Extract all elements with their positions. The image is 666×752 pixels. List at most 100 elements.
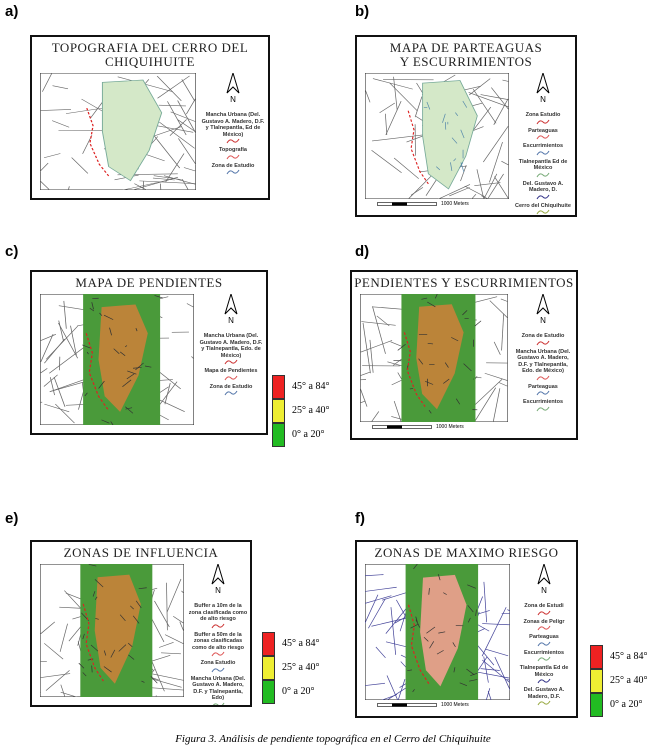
- legend-text: Buffer a 10m de la zona clasificada como…: [188, 603, 248, 622]
- legend-text: Zona de Estudi: [524, 603, 564, 609]
- scale-bar: [372, 425, 432, 429]
- scale-swatch: [272, 375, 285, 399]
- north-label: N: [215, 586, 221, 595]
- street: [386, 675, 399, 700]
- stream: [426, 101, 431, 110]
- steep-zone: [416, 304, 464, 410]
- street: [449, 187, 470, 197]
- legend-symbol: [536, 209, 550, 215]
- street: [484, 372, 508, 382]
- contour: [141, 680, 145, 683]
- contour: [138, 587, 147, 590]
- legend-symbol: [536, 119, 550, 124]
- street: [385, 100, 402, 136]
- legend-line: [536, 209, 550, 215]
- map-frame: MAPA DE PARTEAGUAS Y ESCURRIMIENTOS N Zona …: [355, 35, 577, 217]
- title-line: ZONAS DE INFLUENCIA: [63, 545, 219, 560]
- street: [152, 177, 175, 181]
- map-frame: ZONAS DE INFLUENCIA N Buffer a 10m de la z…: [30, 540, 252, 707]
- legend-text: Mancha Urbana (Del. Gustavo A. Madero, D…: [190, 675, 246, 702]
- street: [60, 684, 66, 697]
- contour: [86, 351, 89, 355]
- legend-line: [211, 667, 225, 672]
- legend-line: [536, 134, 550, 140]
- street: [40, 109, 72, 111]
- legend-line: [211, 623, 225, 628]
- scale-swatch: [272, 399, 285, 423]
- street: [481, 607, 507, 657]
- legend-line: [536, 150, 550, 155]
- contour: [397, 344, 406, 351]
- north-label: N: [228, 316, 234, 325]
- contour: [89, 307, 95, 312]
- contour: [113, 348, 120, 354]
- legend-line: [536, 172, 550, 177]
- legend-symbol: [536, 406, 550, 411]
- contour: [119, 614, 126, 622]
- street: [369, 339, 374, 373]
- contour: [101, 419, 110, 424]
- street: [40, 333, 54, 363]
- street: [501, 160, 509, 166]
- legend: Zona de Estudio Mancha Urbana (Del. Gusta…: [512, 330, 574, 412]
- legend-text: Cerro del Chiquihuite: [515, 202, 571, 209]
- contour: [92, 591, 96, 597]
- legend-symbol: [211, 623, 225, 628]
- contour: [462, 310, 468, 316]
- title-line: MAPA DE PENDIENTES: [75, 275, 223, 290]
- legend-symbol: [224, 375, 238, 380]
- legend-line: [536, 390, 550, 396]
- contour: [88, 564, 97, 567]
- north-arrow: [226, 73, 240, 94]
- contour: [467, 617, 471, 623]
- legend-line: [537, 700, 551, 706]
- study-outline: [403, 332, 426, 407]
- map-title: MAPA DE PARTEAGUAS Y ESCURRIMIENTOS: [357, 41, 575, 69]
- street: [71, 157, 89, 174]
- title-line: MAPA DE PARTEAGUAS: [389, 40, 543, 55]
- street: [52, 85, 69, 90]
- street: [40, 334, 57, 342]
- contour: [451, 337, 459, 342]
- legend-symbol: [211, 667, 225, 672]
- scale-swatch: [590, 693, 603, 717]
- contour: [87, 658, 94, 661]
- panel-label: f): [355, 510, 365, 527]
- scale-label: 45° a 84°: [282, 638, 320, 649]
- street: [370, 411, 380, 422]
- legend-text: Parteaguas: [528, 127, 558, 134]
- street: [169, 119, 187, 136]
- legend-line: [226, 138, 240, 144]
- map-title: TOPOGRAFIA DEL CERRO DEL CHIQUIHUITE: [32, 41, 268, 69]
- contour: [407, 669, 413, 672]
- street: [163, 175, 196, 185]
- scale-label: 45° a 84°: [292, 381, 330, 392]
- legend-symbol: [226, 138, 240, 144]
- contour: [95, 618, 99, 620]
- street: [142, 181, 145, 190]
- legend-text: Zona Estudio: [525, 112, 561, 118]
- contour: [475, 609, 477, 617]
- map: [40, 294, 194, 425]
- title-line: CHIQUIHUITE: [105, 54, 195, 69]
- legend-text: Zona de Estudio: [521, 333, 565, 339]
- map: [365, 73, 509, 199]
- title-line: TOPOGRAFIA DEL CERRO DEL: [51, 40, 249, 55]
- map: [365, 564, 510, 700]
- street: [157, 75, 190, 99]
- contour: [94, 579, 104, 588]
- study-area: [101, 79, 163, 182]
- scale-bar-fill: [392, 703, 407, 707]
- map: [360, 294, 508, 422]
- contour: [94, 596, 98, 600]
- contour: [425, 381, 434, 385]
- street: [397, 679, 406, 700]
- street: [494, 176, 509, 199]
- street: [482, 659, 510, 684]
- north-arrow: [224, 294, 238, 315]
- legend-symbol: [536, 390, 550, 396]
- street: [365, 682, 385, 686]
- street: [158, 104, 186, 107]
- contour: [428, 588, 430, 595]
- stream: [460, 162, 465, 173]
